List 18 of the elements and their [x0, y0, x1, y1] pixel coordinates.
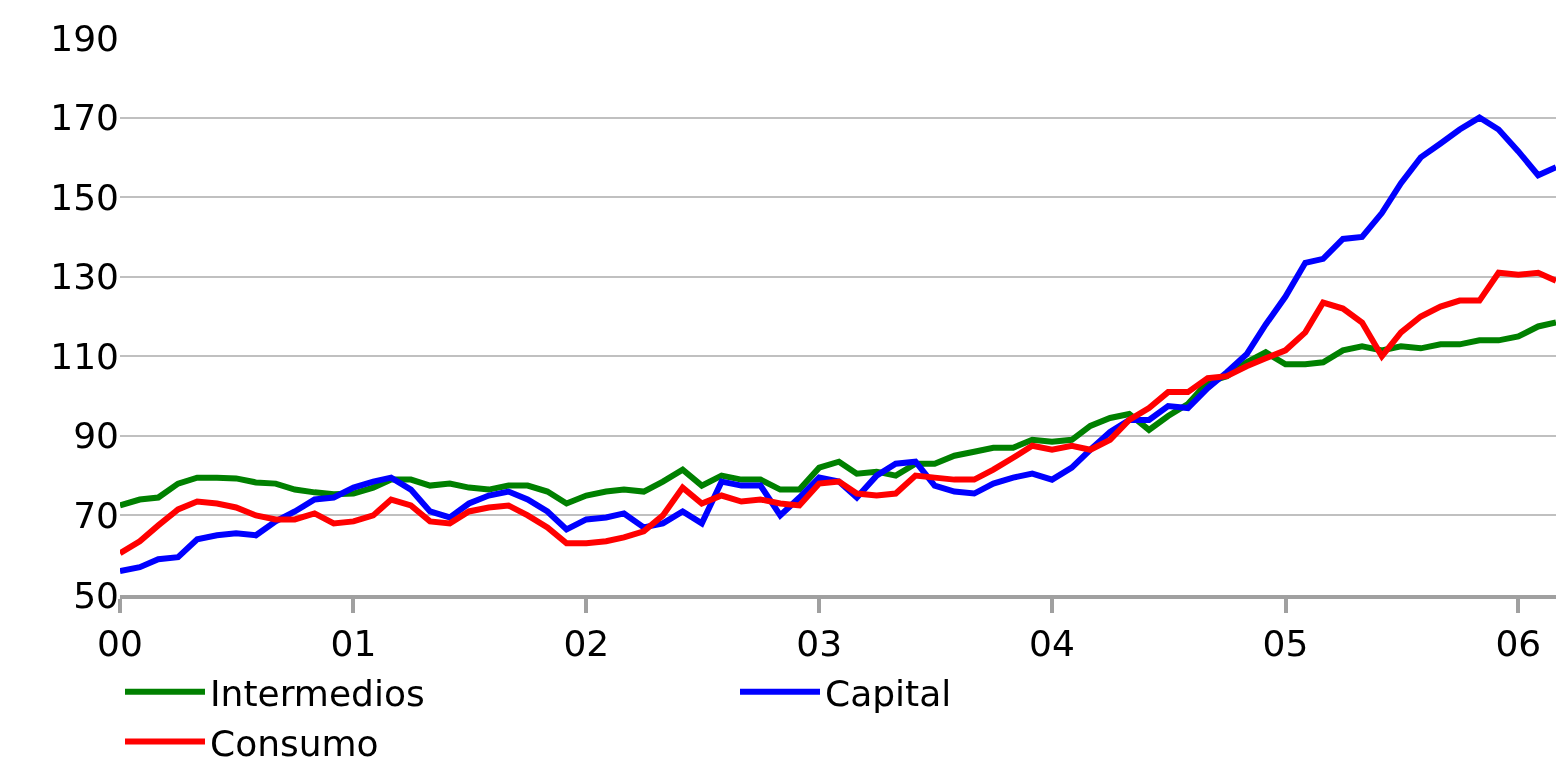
- x-tick-label: 03: [796, 623, 843, 665]
- y-tick-label: 90: [73, 415, 119, 457]
- x-tick-label: 06: [1495, 623, 1542, 665]
- y-tick-label: 170: [50, 97, 119, 139]
- y-tick-label: 70: [73, 495, 119, 537]
- x-tick-label: 02: [563, 623, 610, 665]
- y-tick-label: 150: [50, 176, 119, 218]
- legend-label: Consumo: [210, 722, 379, 764]
- y-tick-label: 190: [50, 17, 119, 59]
- legend-label: Capital: [825, 672, 952, 714]
- y-tick-label: 50: [73, 574, 119, 616]
- y-tick-label: 110: [50, 335, 119, 377]
- x-tick-label: 05: [1262, 623, 1309, 665]
- x-tick-label: 04: [1029, 623, 1075, 665]
- legend-label: Intermedios: [210, 672, 425, 714]
- y-tick-label: 130: [50, 256, 119, 298]
- x-tick-label: 00: [97, 623, 143, 665]
- x-tick-label: 01: [330, 623, 377, 665]
